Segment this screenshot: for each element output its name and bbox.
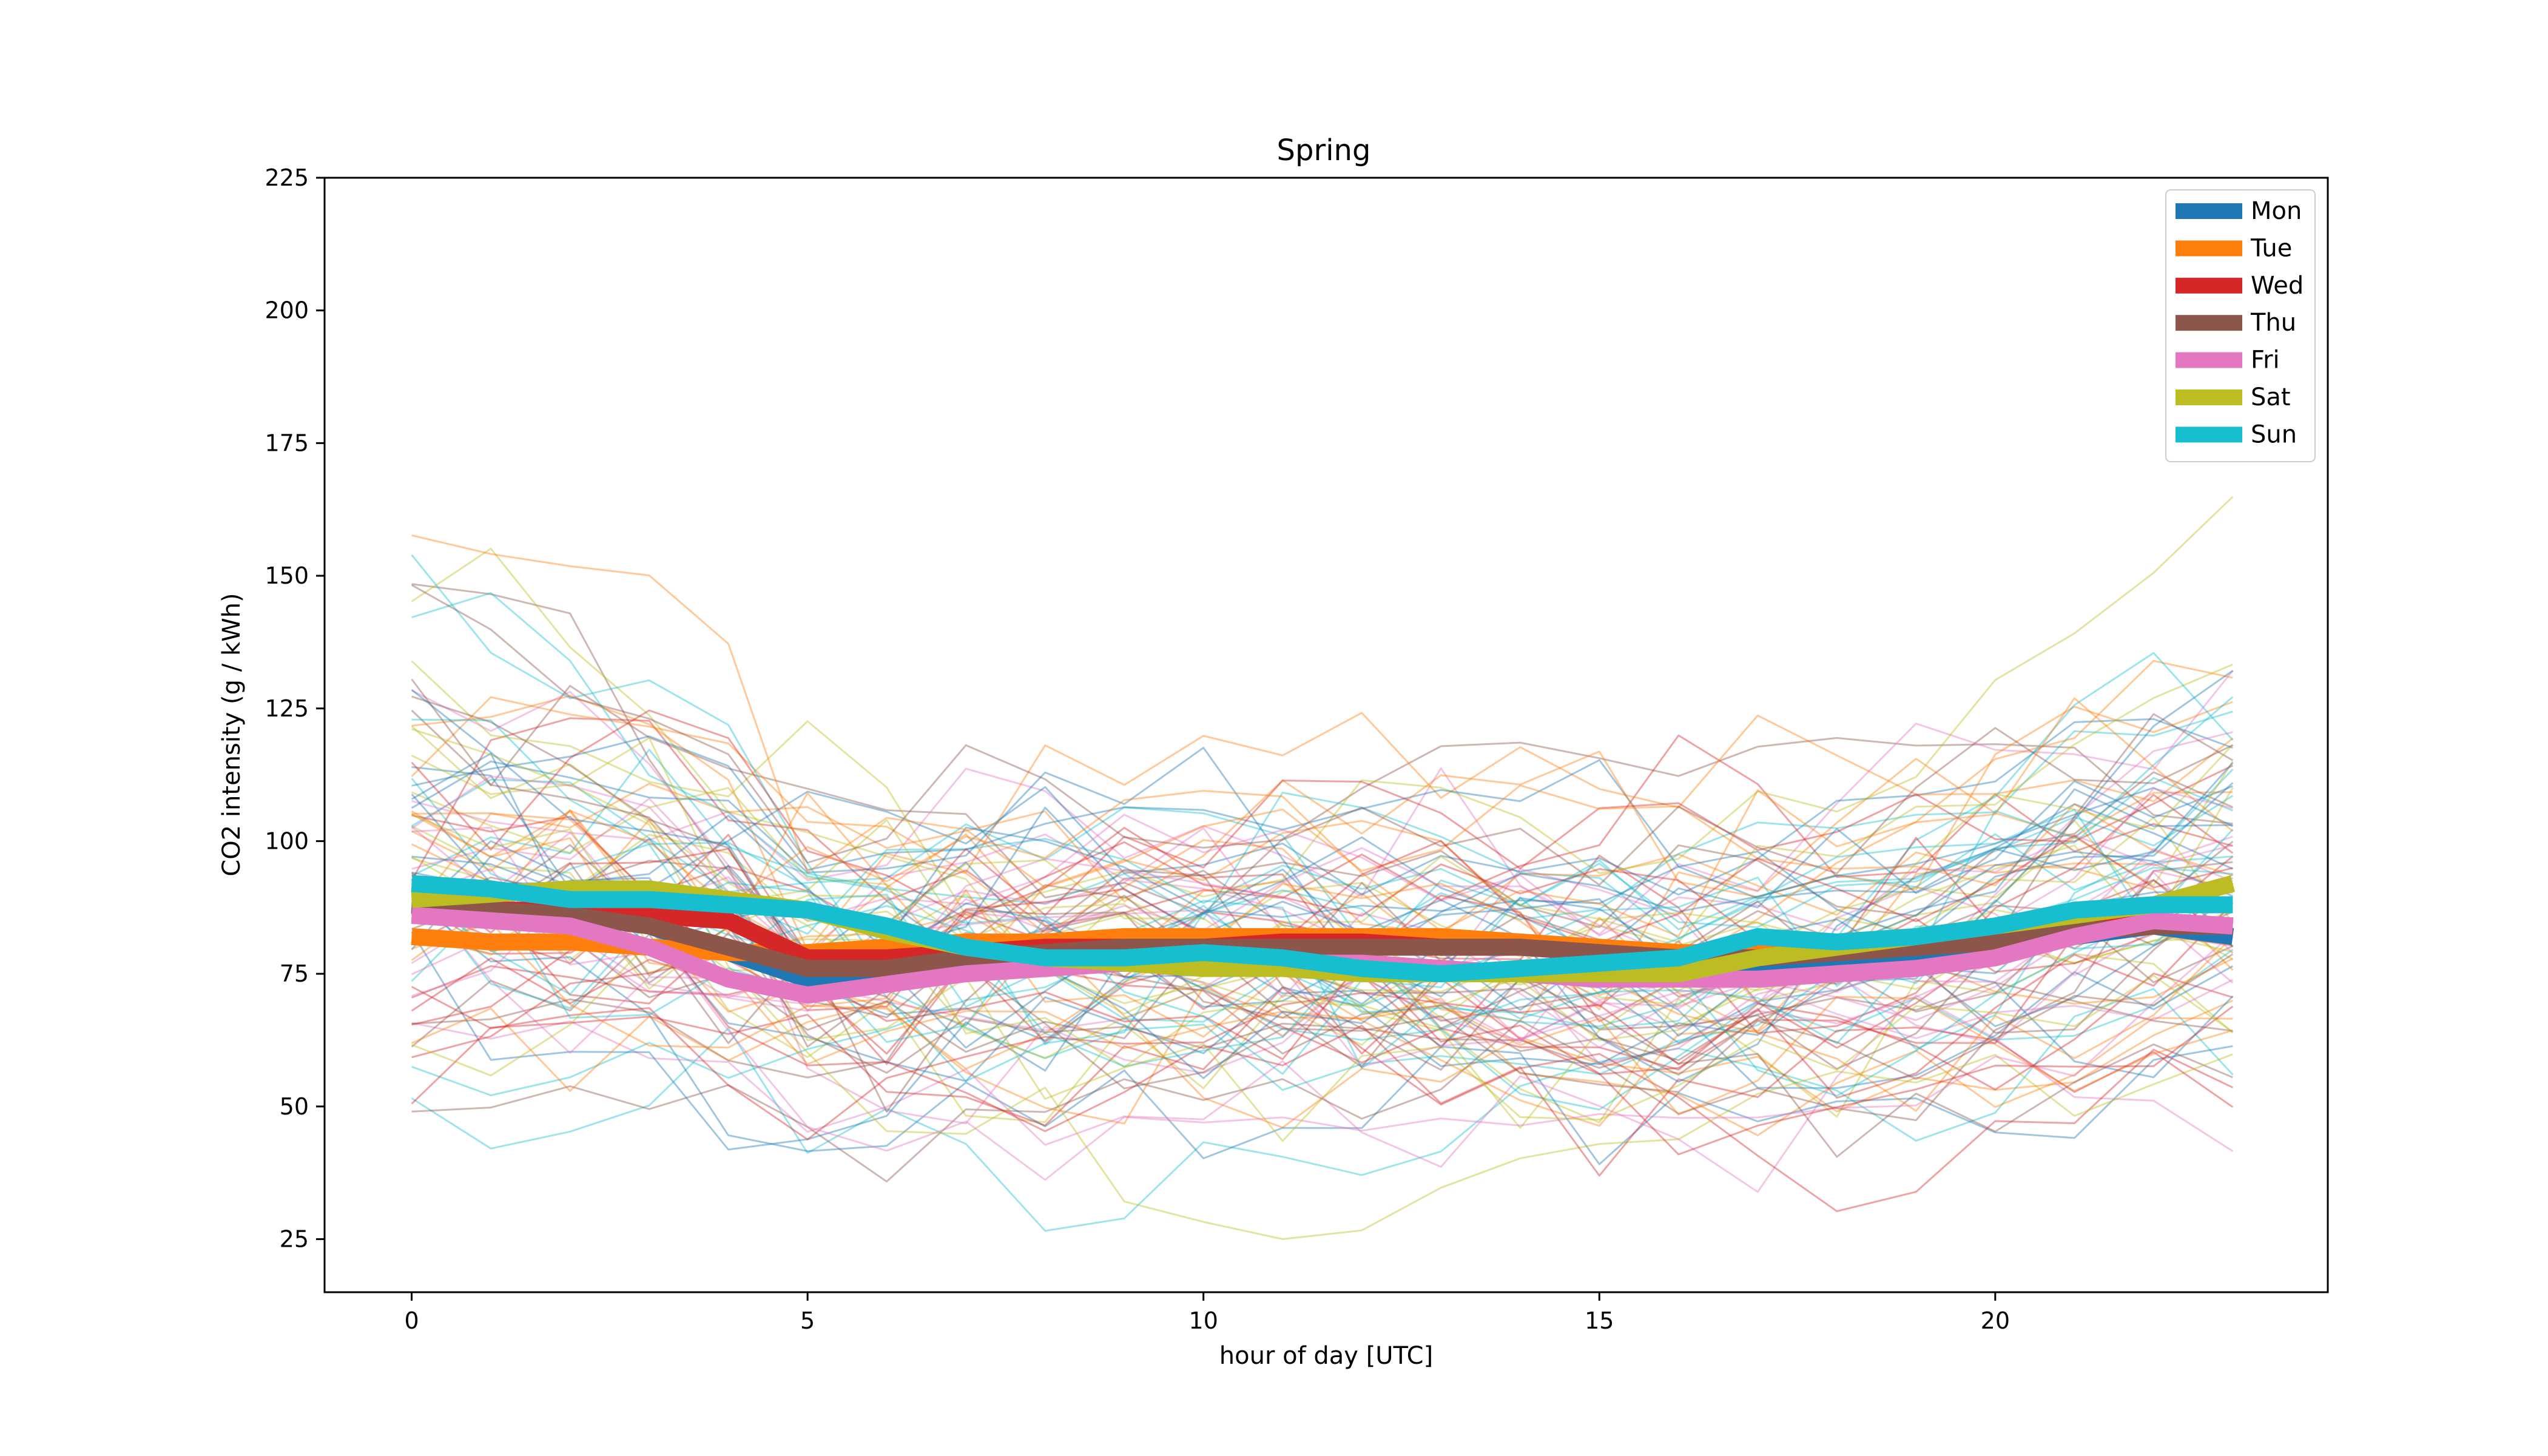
background-day-line [411, 797, 2233, 937]
background-day-line [411, 877, 2234, 1047]
background-day-line [411, 717, 2233, 927]
background-day-line [411, 860, 2234, 1022]
legend-label-sun: Sun [2251, 420, 2297, 448]
background-day-line [411, 670, 2234, 935]
y-tick-label: 225 [265, 164, 309, 191]
background-day-line [411, 861, 2233, 1183]
series-line-thu [411, 902, 2233, 977]
background-day-line [411, 882, 2234, 1112]
y-tick-label: 50 [280, 1093, 309, 1120]
y-tick-label: 75 [280, 960, 309, 987]
legend: Mon Tue Wed Thu Fri Sat Sun [2165, 189, 2316, 462]
background-day-line [411, 762, 2234, 1083]
x-axis-label: hour of day [UTC] [1219, 1342, 1433, 1370]
background-day-line [411, 994, 2234, 1193]
background-day-line [411, 747, 2234, 967]
x-tick-label: 0 [404, 1307, 419, 1334]
background-day-line [411, 689, 2234, 1049]
y-tick-label: 200 [265, 297, 309, 324]
background-day-line [411, 764, 2234, 937]
background-day-line [411, 718, 2233, 896]
legend-swatch-wed [2176, 277, 2242, 294]
background-day-line [411, 931, 2234, 1151]
background-day-line [411, 696, 2234, 874]
background-day-line [411, 709, 2234, 953]
background-day-line [411, 554, 2234, 1046]
legend-swatch-thu [2176, 315, 2242, 331]
x-tick-label: 10 [1189, 1307, 1218, 1334]
legend-label-mon: Mon [2251, 197, 2302, 225]
background-day-line [411, 858, 2234, 1040]
y-tick-label: 100 [265, 827, 309, 854]
background-day-line [411, 826, 2234, 1181]
weekday-mean-lines [411, 875, 2236, 1004]
y-tick-label: 175 [265, 430, 309, 456]
background-day-line [411, 663, 2233, 972]
x-tick-label: 15 [1585, 1307, 1614, 1334]
background-day-line [411, 775, 2233, 983]
background-day-line [411, 695, 2233, 952]
background-day-line [411, 701, 2233, 903]
background-day-line [411, 685, 2233, 915]
background-day-line [411, 547, 2234, 1046]
y-axis-label: CO2 intensity (g / kWh) [218, 593, 246, 876]
legend-swatch-fri [2176, 352, 2242, 368]
background-day-line [411, 718, 2234, 1091]
legend-label-tue: Tue [2250, 234, 2292, 262]
background-day-line [411, 866, 2233, 1082]
background-day-line [411, 986, 2234, 1212]
x-tick-label: 5 [800, 1307, 815, 1334]
background-day-line [411, 898, 2233, 1165]
background-day-line [411, 902, 2234, 1141]
legend-swatch-sat [2176, 389, 2242, 405]
background-day-line [411, 584, 2234, 886]
legend-label-sat: Sat [2251, 383, 2291, 411]
background-day-line [411, 678, 2234, 1093]
background-day-line [411, 949, 2234, 1111]
background-day-line [411, 888, 2233, 1076]
x-tick-label: 20 [1981, 1307, 2010, 1334]
legend-label-thu: Thu [2250, 309, 2296, 337]
background-day-line [411, 787, 2233, 990]
x-axis-ticks: 0 5 10 15 20 [404, 1292, 2010, 1334]
legend-label-fri: Fri [2251, 346, 2280, 374]
background-day-line [411, 496, 2234, 916]
background-day-line [411, 988, 2234, 1232]
y-axis-ticks: 25 50 75 100 125 150 175 200 225 [265, 164, 325, 1253]
background-day-line [411, 534, 2233, 889]
y-tick-label: 25 [280, 1226, 309, 1253]
background-day-line [411, 735, 2234, 900]
legend-swatch-mon [2176, 203, 2242, 219]
background-day-line [411, 583, 2234, 970]
background-day-line [411, 857, 2234, 1124]
plot-frame [323, 177, 2329, 1293]
y-tick-label: 125 [265, 695, 309, 722]
y-tick-label: 150 [265, 562, 309, 589]
background-day-line [411, 749, 2234, 940]
background-day-line [411, 809, 2233, 1075]
background-day-line [411, 923, 2234, 1177]
legend-label-wed: Wed [2251, 272, 2304, 300]
legend-swatch-sun [2176, 426, 2242, 443]
background-day-line [411, 710, 2233, 942]
series-line-sun [411, 875, 2233, 983]
background-day-line [411, 826, 2234, 1049]
legend-swatch-tue [2176, 240, 2242, 257]
background-day-line [411, 835, 2233, 999]
background-day-line [411, 902, 2233, 1136]
chart-title: Spring [1277, 133, 1371, 167]
background-day-line [411, 869, 2233, 1113]
